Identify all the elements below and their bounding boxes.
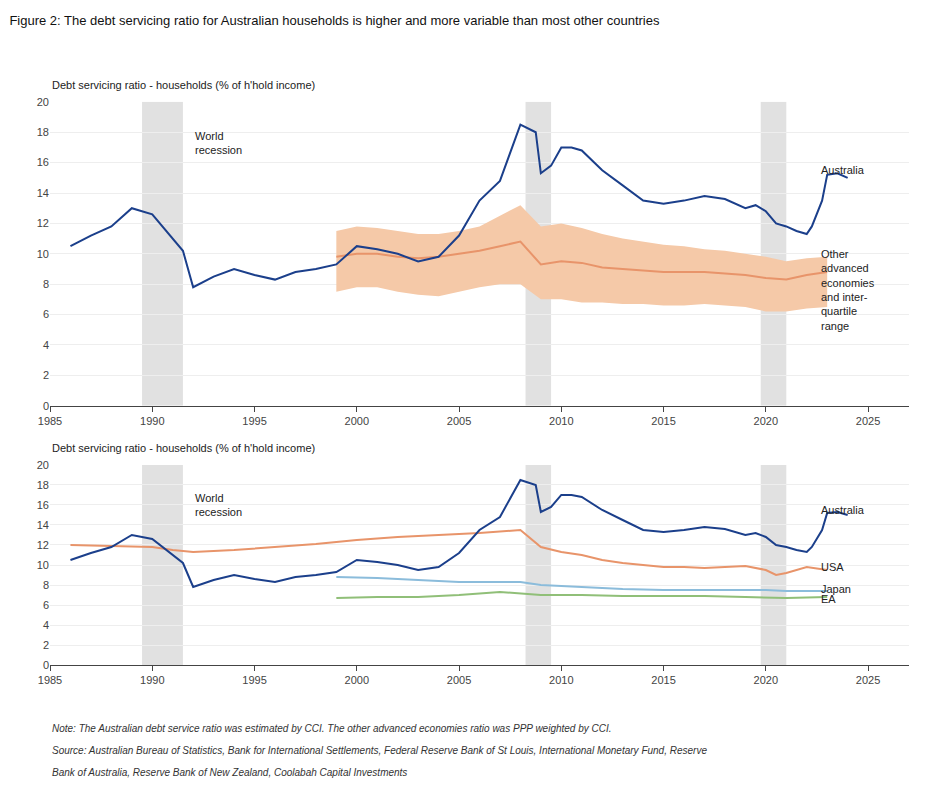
svg-text:12: 12 [37, 217, 49, 229]
svg-text:2: 2 [43, 639, 49, 651]
svg-text:Otheradvancedeconomiesand inte: Otheradvancedeconomiesand inter-quartile… [821, 248, 875, 332]
svg-text:12: 12 [37, 539, 49, 551]
svg-text:2005: 2005 [447, 674, 471, 686]
svg-text:1995: 1995 [242, 415, 266, 427]
svg-text:8: 8 [43, 278, 49, 290]
svg-text:0: 0 [43, 400, 49, 412]
svg-text:2025: 2025 [856, 674, 880, 686]
svg-text:10: 10 [37, 248, 49, 260]
svg-text:4: 4 [43, 619, 49, 631]
svg-text:Note: The Australian debt serv: Note: The Australian debt service ratio … [52, 723, 612, 734]
svg-text:1990: 1990 [140, 415, 164, 427]
svg-text:16: 16 [37, 156, 49, 168]
svg-text:14: 14 [37, 519, 49, 531]
svg-text:1985: 1985 [38, 415, 62, 427]
svg-text:0: 0 [43, 659, 49, 671]
svg-text:8: 8 [43, 579, 49, 591]
svg-text:10: 10 [37, 559, 49, 571]
svg-text:Figure 2: The debt servicing r: Figure 2: The debt servicing ratio for A… [9, 13, 660, 28]
svg-text:2020: 2020 [754, 415, 778, 427]
svg-text:Worldrecession: Worldrecession [195, 130, 242, 156]
svg-text:2025: 2025 [856, 415, 880, 427]
svg-text:2: 2 [43, 369, 49, 381]
svg-text:Australia: Australia [821, 164, 865, 176]
svg-text:16: 16 [37, 499, 49, 511]
svg-text:2015: 2015 [651, 415, 675, 427]
svg-text:6: 6 [43, 599, 49, 611]
svg-text:Japan: Japan [821, 583, 851, 595]
svg-text:18: 18 [37, 479, 49, 491]
svg-text:4: 4 [43, 339, 49, 351]
svg-text:Debt servicing ratio - househo: Debt servicing ratio - households (% of … [52, 442, 315, 454]
svg-text:2020: 2020 [754, 674, 778, 686]
svg-text:2000: 2000 [345, 415, 369, 427]
svg-text:18: 18 [37, 126, 49, 138]
svg-text:Debt servicing ratio - househo: Debt servicing ratio - households (% of … [52, 79, 315, 91]
svg-text:1985: 1985 [38, 674, 62, 686]
svg-text:1995: 1995 [242, 674, 266, 686]
svg-text:20: 20 [37, 96, 49, 108]
svg-text:14: 14 [37, 187, 49, 199]
svg-text:20: 20 [37, 459, 49, 471]
svg-text:2010: 2010 [549, 674, 573, 686]
svg-text:2015: 2015 [651, 674, 675, 686]
svg-text:Worldrecession: Worldrecession [195, 492, 242, 518]
svg-text:2005: 2005 [447, 415, 471, 427]
svg-text:Australia: Australia [821, 504, 865, 516]
svg-text:Bank of Australia, Reserve Ban: Bank of Australia, Reserve Bank of New Z… [52, 767, 407, 778]
svg-text:Source: Australian Bureau of S: Source: Australian Bureau of Statistics,… [52, 745, 707, 756]
svg-text:EA: EA [821, 593, 836, 605]
svg-text:1990: 1990 [140, 674, 164, 686]
svg-text:6: 6 [43, 308, 49, 320]
svg-text:2010: 2010 [549, 415, 573, 427]
svg-text:2000: 2000 [345, 674, 369, 686]
svg-text:USA: USA [821, 561, 844, 573]
